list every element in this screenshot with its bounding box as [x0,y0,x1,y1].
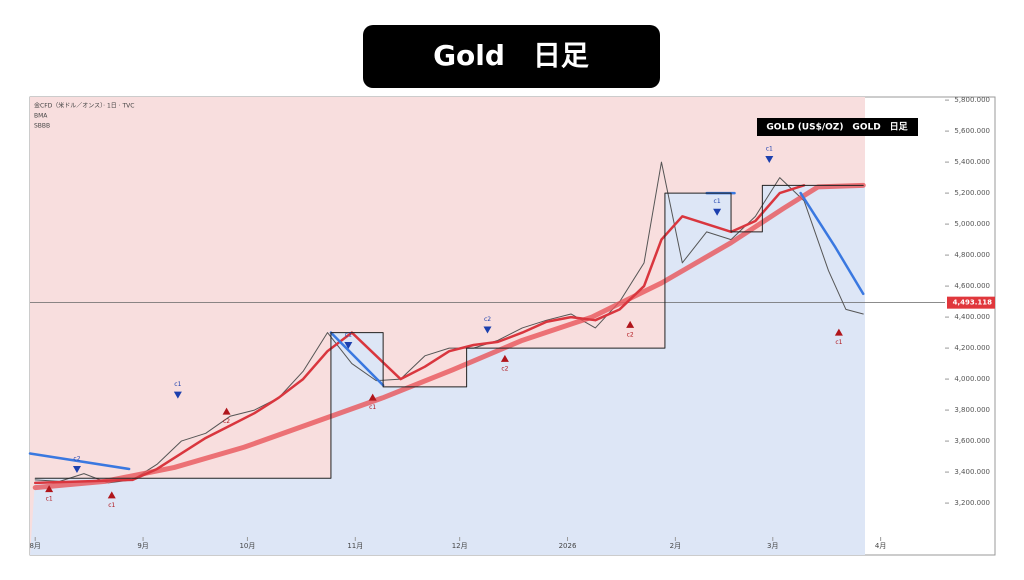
y-tick-label: 5,600.000 [954,127,990,135]
signal-label: c2 [627,331,634,338]
signal-label: c1 [835,339,842,346]
signal-marker [72,465,81,473]
signal-label: c1 [46,496,53,503]
signal-marker [344,341,353,349]
signal-label: c2 [223,418,230,425]
x-tick-label: 11月 [347,542,363,550]
y-tick-label: 4,200.000 [954,344,990,352]
signal-marker [368,393,377,401]
y-tick-label: 3,400.000 [954,468,990,476]
signal-label: c1 [108,502,115,509]
x-tick-label: 3月 [767,542,778,550]
x-tick-label: 12月 [452,542,468,550]
signal-label: c1 [174,381,181,388]
title-box [363,25,660,88]
signal-marker [173,391,182,399]
y-tick-label: 4,000.000 [954,375,990,383]
signal-marker [500,354,509,362]
signal-marker [834,328,843,336]
label-box-text: GOLD (US$/OZ) GOLD 日足 [766,122,908,133]
signal-marker [107,491,116,499]
x-tick-label: 10月 [239,542,255,550]
y-tick-label: 5,400.000 [954,158,990,166]
label-box [757,118,918,136]
signal-label: c1 [345,331,352,338]
signal-label: c1 [766,145,773,152]
y-tick-label: 5,200.000 [954,189,990,197]
last-price-box [947,296,995,309]
signal-marker [45,485,54,493]
chart-header: 金CFD（米ドル／オンス）· 1日 · TVC [34,102,134,110]
signal-label: c2 [484,316,491,323]
x-tick-label: 2月 [670,542,681,550]
series-line [34,184,864,479]
signal-marker [626,320,635,328]
signal-marker [765,155,774,163]
y-tick-label: 5,800.000 [954,96,990,104]
series-line [32,182,866,491]
series-line [28,191,865,471]
y-tick-label: 4,800.000 [954,251,990,259]
x-tick-label: 2026 [559,542,577,550]
signal-marker [483,326,492,334]
y-tick-label: 3,800.000 [954,406,990,414]
signal-marker [222,407,231,415]
signal-label: c2 [73,455,80,462]
y-tick-label: 4,400.000 [954,313,990,321]
last-price-label: 4,493.118 [953,299,993,307]
y-tick-label: 4,600.000 [954,282,990,290]
page-title: Gold 日足 [433,39,589,72]
chart-header: SBBB [34,123,50,130]
x-tick-label: 9月 [137,542,148,550]
y-tick-label: 5,000.000 [954,220,990,228]
signal-marker [713,208,722,216]
y-tick-label: 3,200.000 [954,499,990,507]
y-tick-label: 3,600.000 [954,437,990,445]
x-tick-label: 8月 [29,542,40,550]
signal-label: c1 [714,198,721,205]
signal-label: c2 [501,365,508,372]
x-tick-label: 4月 [875,542,886,550]
chart-header: BMA [34,113,48,120]
signal-label: c1 [369,404,376,411]
series-line [33,184,806,485]
lower-zone [30,185,865,555]
